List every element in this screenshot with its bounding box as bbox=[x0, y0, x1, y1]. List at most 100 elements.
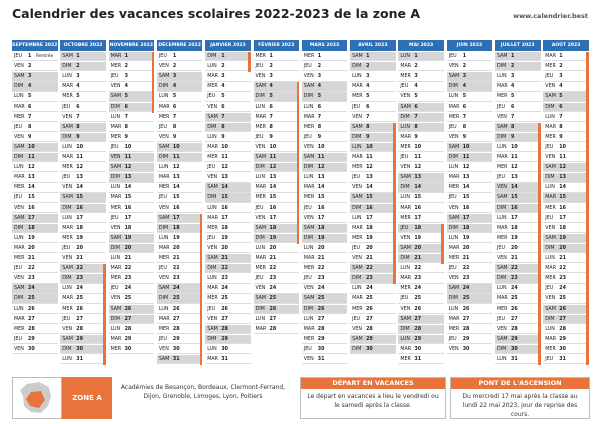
day-row: JEU 13 bbox=[495, 173, 541, 183]
day-row: MER 19 bbox=[60, 234, 106, 244]
month-column: AOÛT 2023 MAR 1 MER 2 JEU 3 VEN 4 SAM 5 DIM 6 LUN 7 MAR… bbox=[543, 40, 589, 370]
day-row: DIM 11 bbox=[156, 153, 203, 163]
weekday: LUN bbox=[448, 306, 459, 312]
weekday: DIM bbox=[497, 64, 507, 70]
day-row: DIM 18 bbox=[446, 223, 493, 234]
day-row: MAR 1 bbox=[543, 52, 589, 62]
weekday: MER bbox=[352, 306, 363, 312]
weekday: DIM bbox=[400, 256, 410, 261]
weekday: VEN bbox=[110, 225, 121, 231]
weekday: MER bbox=[158, 185, 170, 191]
weekday: MER bbox=[545, 346, 556, 352]
day-row: VEN 11 bbox=[108, 153, 155, 163]
weekday: DIM bbox=[62, 64, 72, 70]
day-row: DIM 11 bbox=[12, 153, 58, 163]
weekday: VEN bbox=[158, 205, 169, 211]
weekday: LUN bbox=[497, 144, 507, 150]
weekday: DIM bbox=[497, 134, 507, 140]
day-number: 3 bbox=[124, 74, 128, 80]
day-number: 21 bbox=[221, 256, 228, 261]
day-number: 3 bbox=[462, 74, 467, 80]
day-number: 25 bbox=[511, 296, 518, 302]
weekday: DIM bbox=[62, 346, 72, 352]
weekday: DIM bbox=[352, 134, 362, 140]
day-number: 30 bbox=[76, 346, 83, 352]
day-row: DIM 5 bbox=[301, 92, 348, 102]
weekday: VEN bbox=[303, 357, 314, 362]
day-row: JEU 8 bbox=[156, 123, 203, 133]
day-row: MER 9 bbox=[543, 133, 589, 143]
day-row: LUN 28 bbox=[108, 325, 155, 335]
weekday: DIM bbox=[497, 346, 507, 352]
weekday: MER bbox=[497, 306, 508, 312]
weekday: DIM bbox=[14, 155, 24, 160]
day-number: 9 bbox=[317, 134, 322, 140]
weekday: VEN bbox=[448, 134, 459, 140]
day-row: JEU 22 bbox=[156, 264, 203, 274]
day-row: LUN 10 bbox=[350, 142, 396, 153]
day-row: SAM 11 bbox=[301, 153, 348, 163]
day-row: SAM 15 bbox=[495, 193, 541, 203]
weekday: DIM bbox=[255, 306, 265, 312]
day-number: 22 bbox=[559, 266, 566, 272]
day-number: 4 bbox=[172, 84, 177, 90]
day-row: SAM 15 bbox=[60, 193, 106, 203]
weekday: JEU bbox=[255, 134, 264, 140]
day-row: JEU 15 bbox=[12, 193, 58, 203]
day-row: MER 1 bbox=[301, 52, 348, 62]
weekday: MER bbox=[448, 114, 460, 120]
day-row: VEN 13 bbox=[205, 173, 251, 183]
day-number: 20 bbox=[124, 245, 132, 251]
day-row: SAM 6 bbox=[398, 102, 444, 112]
day-row: MAR 16 bbox=[398, 204, 444, 213]
weekday: DIM bbox=[14, 225, 24, 231]
day-row: LUN 15 bbox=[398, 193, 444, 203]
day-row: LUN 24 bbox=[350, 284, 396, 294]
day-row: VEN 10 bbox=[253, 143, 299, 153]
weekday: VEN bbox=[14, 346, 24, 352]
day-row: VEN 28 bbox=[495, 325, 541, 335]
day-row: JEU 13 bbox=[350, 173, 396, 183]
day-row: MER 1 bbox=[253, 52, 299, 62]
day-row: SAM 22 bbox=[495, 264, 541, 274]
day-row: VEN 4 bbox=[543, 82, 589, 92]
day-number: 6 bbox=[221, 104, 225, 110]
day-number: 5 bbox=[28, 94, 32, 100]
day-number: 3 bbox=[172, 74, 177, 80]
day-row: DIM 22 bbox=[205, 264, 251, 274]
day-number: 3 bbox=[317, 74, 322, 80]
day-number: 1 bbox=[511, 54, 515, 59]
day-number: 8 bbox=[462, 124, 467, 130]
weekday: JEU bbox=[545, 286, 554, 292]
day-row: DIM 1 bbox=[205, 52, 251, 62]
weekday: JEU bbox=[400, 84, 409, 90]
weekday: LUN bbox=[303, 104, 314, 110]
day-row: DIM 4 bbox=[446, 82, 493, 92]
day-row: LUN 1 bbox=[398, 52, 444, 62]
day-number: 24 bbox=[317, 286, 325, 292]
day-number: 9 bbox=[124, 134, 128, 140]
weekday: JEU bbox=[110, 215, 119, 221]
weekday: MER bbox=[62, 165, 73, 171]
day-number: 29 bbox=[172, 336, 180, 342]
day-row: MAR 4 bbox=[495, 82, 541, 92]
day-row: MER 26 bbox=[60, 305, 106, 314]
day-number: 23 bbox=[221, 276, 228, 282]
day-number: 14 bbox=[76, 185, 83, 191]
weekday: DIM bbox=[400, 326, 410, 332]
weekday: LUN bbox=[62, 357, 72, 362]
day-number: 7 bbox=[28, 114, 32, 120]
weekday: MER bbox=[14, 185, 25, 191]
day-row: DIM 2 bbox=[60, 62, 106, 72]
day-row: MER 10 bbox=[398, 143, 444, 153]
day-row: LUN 28 bbox=[543, 325, 589, 335]
weekday: MER bbox=[497, 94, 508, 100]
day-row: LUN 8 bbox=[398, 122, 444, 133]
weekday: MER bbox=[207, 155, 218, 160]
day-row: LUN 23 bbox=[205, 274, 251, 284]
day-number: 12 bbox=[462, 165, 470, 171]
weekday: LUN bbox=[62, 144, 72, 150]
day-row: MAR 21 bbox=[253, 254, 299, 264]
day-number: 16 bbox=[414, 205, 422, 211]
weekday: MAR bbox=[545, 266, 557, 272]
